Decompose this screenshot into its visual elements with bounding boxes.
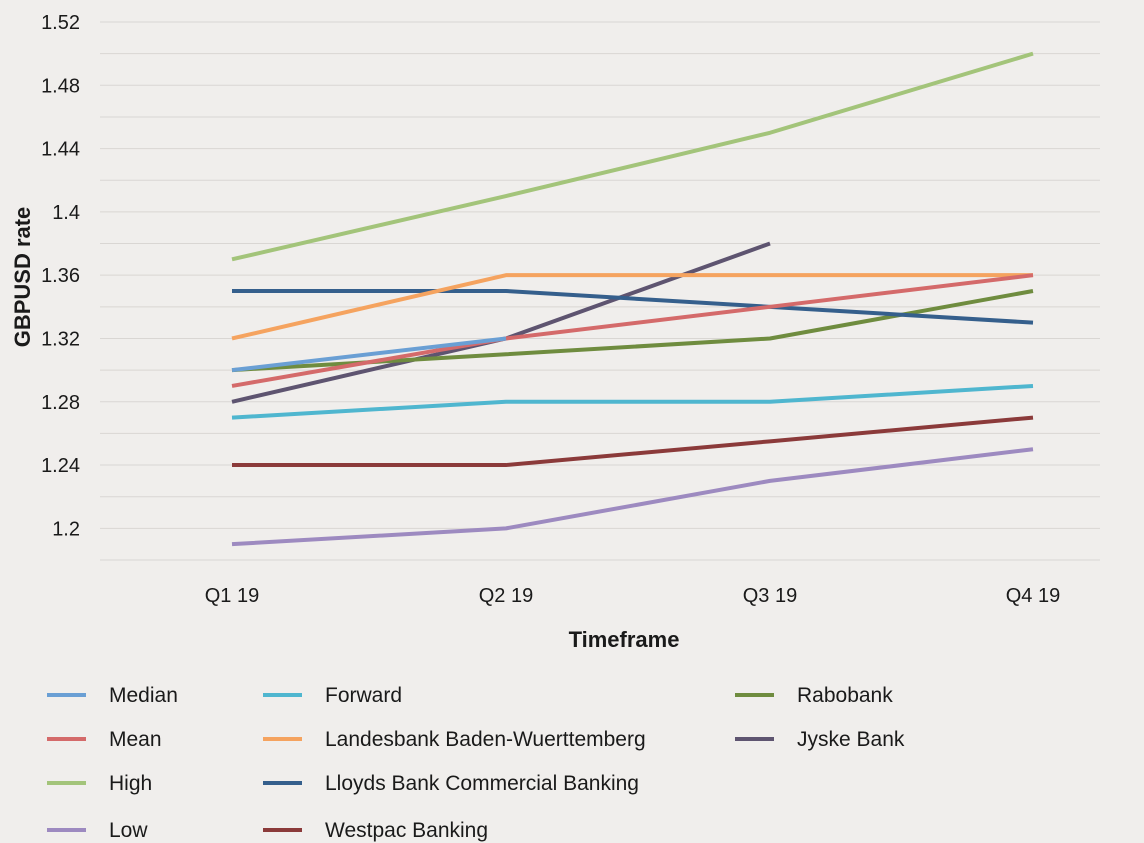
legend-item: Westpac Banking — [263, 819, 488, 842]
x-tick-label: Q3 19 — [743, 585, 797, 607]
series-line — [231, 273, 1033, 341]
legend: Median Mean High Low Forward Landesbank Baden… — [47, 684, 905, 842]
y-tick-label: 1.44 — [41, 139, 80, 161]
legend-label: Jyske Bank — [797, 728, 905, 751]
y-tick-label: 1.52 — [41, 12, 80, 34]
legend-label: Westpac Banking — [325, 819, 488, 842]
series-line — [231, 383, 1034, 420]
legend-label: Landesbank Baden-Wuerttemberg — [325, 728, 646, 751]
series-line — [231, 273, 1034, 388]
y-tick-label: 1.2 — [52, 518, 80, 540]
x-axis-ticks: Q1 19 Q2 19 Q3 19 Q4 19 — [205, 585, 1060, 607]
legend-label: Low — [109, 819, 148, 842]
series-line — [231, 51, 1034, 262]
y-tick-label: 1.32 — [41, 328, 80, 350]
series-line — [231, 336, 507, 373]
y-axis-title: GBPUSD rate — [10, 207, 35, 348]
x-tick-label: Q2 19 — [479, 585, 533, 607]
legend-label: Rabobank — [797, 684, 893, 707]
legend-item: Landesbank Baden-Wuerttemberg — [263, 728, 646, 751]
series-line — [232, 289, 1034, 325]
y-tick-label: 1.28 — [41, 392, 80, 414]
legend-label: Mean — [109, 728, 162, 751]
legend-label: Median — [109, 684, 178, 707]
legend-item: Rabobank — [735, 684, 893, 707]
legend-item: Jyske Bank — [735, 728, 905, 751]
y-tick-label: 1.4 — [52, 202, 80, 224]
legend-item: High — [47, 772, 152, 795]
legend-item: Low — [47, 819, 148, 842]
y-tick-label: 1.36 — [41, 265, 80, 287]
legend-item: Mean — [47, 728, 162, 751]
x-axis-title: Timeframe — [569, 627, 680, 652]
legend-label: Forward — [325, 684, 402, 707]
legend-label: Lloyds Bank Commercial Banking — [325, 772, 639, 795]
x-tick-label: Q4 19 — [1006, 585, 1060, 607]
legend-label: High — [109, 772, 152, 795]
legend-item: Lloyds Bank Commercial Banking — [263, 772, 639, 795]
series-line — [231, 241, 771, 404]
series-line — [232, 415, 1034, 468]
series-lines — [231, 51, 1034, 547]
y-tick-label: 1.24 — [41, 455, 80, 477]
y-axis-ticks: 1.2 1.24 1.28 1.32 1.36 1.4 1.44 1.48 1.52 — [41, 12, 80, 540]
legend-item: Forward — [263, 684, 402, 707]
legend-item: Median — [47, 684, 178, 707]
gridlines — [100, 21, 1100, 561]
y-tick-label: 1.48 — [41, 75, 80, 97]
series-line — [231, 447, 1034, 547]
x-tick-label: Q1 19 — [205, 585, 259, 607]
